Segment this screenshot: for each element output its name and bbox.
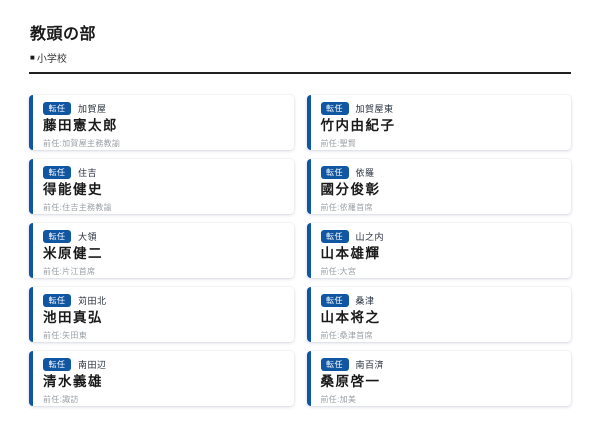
transfer-card: 転任 加賀屋東 竹内由紀子 前任:聖賢 — [306, 95, 571, 150]
person-name: 米原健二 — [43, 246, 103, 261]
transfer-card: 転任 大領 米原健二 前任:片江首席 — [29, 223, 294, 278]
transfer-card: 転任 南百済 桑原啓一 前任:加美 — [306, 351, 571, 406]
previous-position: 前任:大宮 — [320, 266, 357, 276]
person-name: 國分俊彰 — [320, 182, 381, 197]
transfer-badge: 転任 — [43, 230, 71, 243]
previous-position: 前任:加賀屋主務教諭 — [43, 138, 121, 148]
person-name: 清水義雄 — [43, 374, 103, 389]
previous-position: 前任:桑津首席 — [320, 330, 373, 340]
transfer-card: 転任 南田辺 清水義雄 前任:諏訪 — [29, 351, 294, 406]
transfer-card: 転任 桑津 山本将之 前任:桑津首席 — [306, 287, 571, 342]
person-name: 藤田憲太郎 — [43, 118, 118, 133]
subsection-heading: ■ 小学校 — [30, 50, 571, 65]
transfer-badge: 転任 — [43, 102, 71, 115]
school-name: 大領 — [78, 232, 98, 242]
school-name: 桑津 — [355, 296, 375, 306]
transfer-card: 転任 住吉 得能健史 前任:住吉主務教諭 — [29, 159, 294, 214]
transfer-badge: 転任 — [320, 230, 349, 243]
previous-position: 前任:諏訪 — [43, 394, 79, 404]
transfer-card-grid: 転任 加賀屋 藤田憲太郎 前任:加賀屋主務教諭 転任 加賀屋東 竹内由紀子 前任… — [29, 95, 571, 406]
transfer-badge: 転任 — [43, 294, 71, 307]
person-name: 竹内由紀子 — [320, 118, 396, 133]
school-name: 加賀屋東 — [355, 104, 394, 114]
transfer-card: 転任 苅田北 池田真弘 前任:矢田東 — [29, 287, 294, 342]
person-name: 山本将之 — [320, 310, 381, 325]
person-name: 山本雄輝 — [320, 246, 381, 261]
page-title: 教頭の部 — [30, 26, 97, 43]
transfer-badge: 転任 — [320, 166, 349, 179]
transfer-badge: 転任 — [320, 102, 349, 115]
transfer-card: 転任 山之内 山本雄輝 前任:大宮 — [306, 223, 571, 278]
school-name: 山之内 — [355, 232, 385, 242]
person-name: 桑原啓一 — [320, 374, 381, 389]
transfer-badge: 転任 — [320, 358, 349, 371]
previous-position: 前任:聖賢 — [320, 138, 357, 148]
square-bullet-icon: ■ — [30, 52, 35, 62]
school-name: 住吉 — [78, 168, 98, 178]
school-name: 加賀屋 — [78, 104, 107, 114]
school-name: 南百済 — [355, 360, 385, 370]
transfer-card: 転任 加賀屋 藤田憲太郎 前任:加賀屋主務教諭 — [29, 95, 294, 150]
transfer-badge: 転任 — [43, 358, 71, 371]
previous-position: 前任:矢田東 — [43, 330, 88, 340]
subsection-label: 小学校 — [36, 54, 67, 65]
school-name: 依羅 — [355, 168, 375, 178]
previous-position: 前任:片江首席 — [43, 266, 96, 276]
school-name: 南田辺 — [78, 360, 107, 370]
transfer-badge: 転任 — [320, 294, 349, 307]
person-name: 得能健史 — [43, 182, 103, 197]
school-name: 苅田北 — [78, 296, 107, 306]
previous-position: 前任:依羅首席 — [320, 202, 373, 212]
transfer-card: 転任 依羅 國分俊彰 前任:依羅首席 — [306, 159, 571, 214]
previous-position: 前任:加美 — [320, 394, 357, 404]
transfer-badge: 転任 — [43, 166, 71, 179]
section-divider — [29, 72, 571, 74]
previous-position: 前任:住吉主務教諭 — [43, 202, 112, 212]
person-name: 池田真弘 — [43, 310, 103, 325]
